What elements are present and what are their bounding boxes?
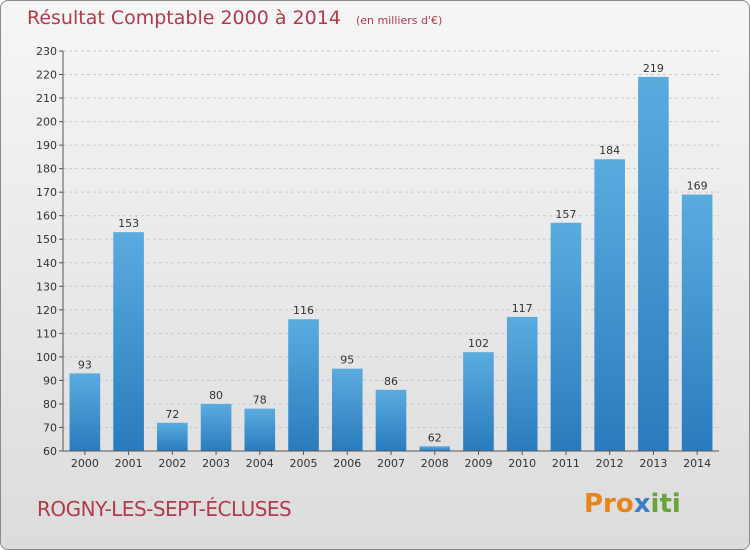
x-tick-label: 2001 bbox=[115, 457, 143, 470]
bar-2004 bbox=[244, 408, 276, 451]
y-tick-label: 110 bbox=[36, 327, 57, 340]
y-tick-label: 130 bbox=[36, 280, 57, 293]
x-tick-label: 2013 bbox=[639, 457, 667, 470]
x-tick-label: 2003 bbox=[202, 457, 230, 470]
y-tick-label: 190 bbox=[36, 139, 57, 152]
bar-2007 bbox=[375, 389, 407, 451]
chart-title: Résultat Comptable 2000 à 2014 bbox=[27, 7, 341, 29]
value-label: 116 bbox=[293, 304, 314, 317]
x-tick-label: 2008 bbox=[421, 457, 449, 470]
title-row: Résultat Comptable 2000 à 2014 (en milli… bbox=[27, 7, 442, 29]
y-tick-label: 200 bbox=[36, 116, 57, 129]
bar-2005 bbox=[288, 319, 319, 451]
y-tick-label: 170 bbox=[36, 186, 57, 199]
commune-name: ROGNY-LES-SEPT-ÉCLUSES bbox=[37, 497, 292, 521]
x-tick-label: 2005 bbox=[290, 457, 318, 470]
x-tick-label: 2000 bbox=[71, 457, 99, 470]
y-tick-label: 80 bbox=[43, 398, 57, 411]
chart-subtitle: (en milliers d'€) bbox=[355, 14, 443, 27]
bar-2000 bbox=[69, 373, 101, 451]
value-label: 72 bbox=[165, 408, 179, 421]
y-tick-label: 210 bbox=[36, 92, 57, 105]
y-tick-label: 160 bbox=[36, 210, 57, 223]
y-tick-label: 150 bbox=[36, 233, 57, 246]
bars: 93 153 72 80 78 116 95 86 62 102 117 157 184 219 169 bbox=[69, 62, 713, 451]
x-tick-label: 2002 bbox=[158, 457, 186, 470]
y-tick-label: 120 bbox=[36, 304, 57, 317]
x-tick-label: 2009 bbox=[464, 457, 492, 470]
value-label: 86 bbox=[384, 375, 398, 388]
x-tick-label: 2004 bbox=[246, 457, 274, 470]
bar-2010 bbox=[506, 316, 538, 451]
value-label: 95 bbox=[340, 354, 354, 367]
value-label: 102 bbox=[468, 337, 489, 350]
y-tick-label: 60 bbox=[43, 445, 57, 458]
bar-2009 bbox=[463, 352, 494, 451]
value-label: 62 bbox=[428, 431, 442, 444]
bar-2013 bbox=[638, 76, 669, 451]
y-tick-label: 230 bbox=[36, 45, 57, 58]
x-tick-label: 2012 bbox=[596, 457, 624, 470]
x-tick-label: 2014 bbox=[683, 457, 711, 470]
y-tick-label: 140 bbox=[36, 257, 57, 270]
value-label: 117 bbox=[512, 302, 533, 315]
value-label: 80 bbox=[209, 389, 223, 402]
y-tick-label: 180 bbox=[36, 163, 57, 176]
y-tick-label: 70 bbox=[43, 421, 57, 434]
x-tick-label: 2011 bbox=[552, 457, 580, 470]
y-tick-label: 90 bbox=[43, 374, 57, 387]
bar-2003 bbox=[200, 403, 232, 451]
value-label: 93 bbox=[78, 358, 92, 371]
bar-2014 bbox=[681, 194, 713, 451]
bar-2001 bbox=[113, 232, 144, 451]
bar-2008 bbox=[419, 446, 451, 451]
value-label: 219 bbox=[643, 62, 664, 75]
value-label: 78 bbox=[253, 394, 267, 407]
value-label: 169 bbox=[687, 180, 708, 193]
bar-2011 bbox=[550, 222, 582, 451]
bar-2002 bbox=[157, 422, 188, 451]
x-tick-label: 2010 bbox=[508, 457, 536, 470]
axes: 60 70 80 90 100 110 120 130 140 150 160 170 180 190 20… bbox=[36, 45, 719, 470]
bar-2012 bbox=[594, 159, 625, 451]
y-tick-label: 220 bbox=[36, 69, 57, 82]
proxiti-logo[interactable]: Proxiti bbox=[584, 489, 681, 519]
x-tick-label: 2007 bbox=[377, 457, 405, 470]
value-label: 184 bbox=[599, 144, 620, 157]
value-label: 153 bbox=[118, 217, 139, 230]
y-tick-label: 100 bbox=[36, 351, 57, 364]
x-tick-label: 2006 bbox=[333, 457, 361, 470]
bar-2006 bbox=[331, 368, 363, 451]
value-label: 157 bbox=[555, 208, 576, 221]
